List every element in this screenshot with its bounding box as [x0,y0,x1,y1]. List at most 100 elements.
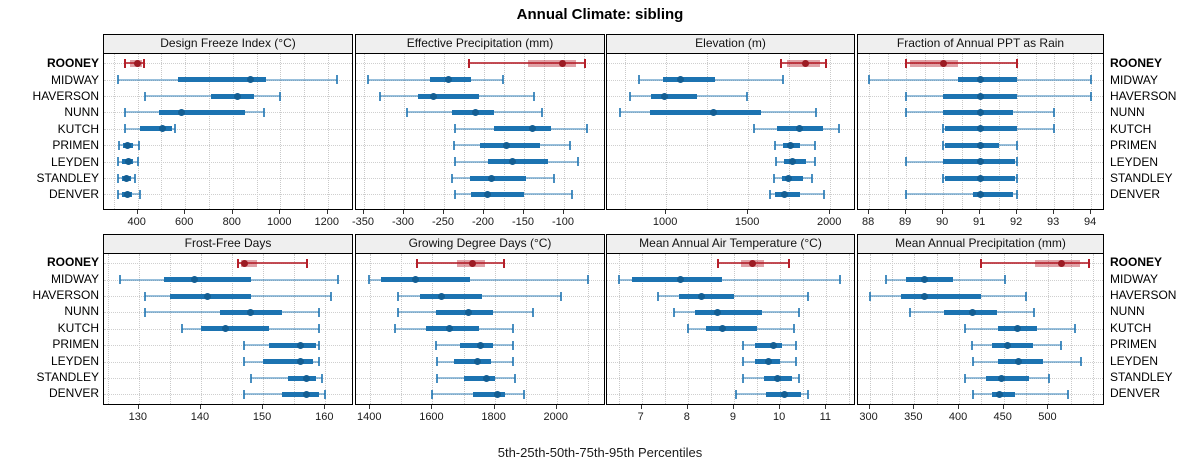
whisker-cap-5th [884,275,887,285]
whisker-cap-5th [617,275,620,285]
panel-strip: Design Freeze Index (°C) [103,34,353,54]
median-dot [718,325,726,333]
grid-line [666,54,668,209]
grid-line [607,394,854,396]
station-label: MIDWAY [1110,271,1158,286]
whisker-cap-95th [560,291,563,301]
whisker-cap-5th [908,307,911,317]
median-dot [508,158,516,166]
axis-tick [443,210,444,214]
whisker-cap-5th [905,91,908,101]
interquartile-band [480,142,540,148]
grid-line [304,54,305,209]
median-dot [976,174,984,182]
station-label: NUNN [1110,105,1145,120]
interquartile-band [706,326,758,332]
median-dot [487,174,495,182]
axis-tick [555,405,557,409]
median-dot [430,92,438,100]
station-label: ROONEY [46,255,99,270]
plot-area [103,54,353,210]
whisker-cap-95th [811,173,814,183]
axis-tick [279,210,281,214]
station-label: DENVER [1110,386,1161,401]
whisker-cap-5th [619,107,622,117]
axis-tick-label: 93 [1047,216,1060,228]
grid-line [104,145,352,147]
whisker-cap-95th [795,340,798,350]
station-label: MIDWAY [1110,72,1158,87]
x-axis: 300 350 400 450 500 [857,405,1104,427]
grid-line [104,378,352,379]
caption: 5th-25th-50th-75th-95th Percentiles [497,445,703,460]
whisker-cap-95th [541,107,544,117]
axis-tick [324,405,326,409]
whisker-cap-95th [1090,75,1093,85]
grid-line [607,178,854,179]
axis-tick-label: 94 [1084,216,1097,228]
median-dot [976,141,984,149]
whisker-cap-5th [972,357,975,367]
whisker-cap-5th [742,373,745,383]
median-dot [483,374,491,382]
interquartile-band [488,159,548,165]
panel-mean-annual-precipitation: Mean Annual Precipitation (mm) 300 350 400… [857,234,1104,427]
median-dot [438,292,446,300]
panel-title: Growing Degree Days (°C) [408,236,552,250]
whisker-cap-95th [586,124,589,134]
axis-tick [1016,210,1018,214]
axis-tick-label: 89 [898,216,912,228]
x-axis: 130 140 150 160 [103,405,353,427]
panel-title: Mean Annual Air Temperature (°C) [639,236,822,250]
median-dot [788,158,796,166]
whisker-cap-5th [181,324,184,334]
grid-line [444,54,445,209]
station-label: STANDLEY [36,370,99,384]
median-dot [469,259,477,267]
whisker-cap-5th [980,258,983,268]
median-dot [134,59,142,67]
whisker-cap-5th [406,107,409,117]
percentile-whisker [238,262,307,265]
whisker-cap-95th [1053,107,1056,117]
whisker-cap-95th [806,389,809,399]
interquartile-band [992,391,1016,397]
interquartile-band [469,175,526,181]
grid-line [356,96,604,97]
median-dot [787,141,795,149]
grid-line [607,79,854,81]
whisker-cap-5th [769,189,772,199]
whisker-cap-95th [822,189,825,199]
station-label: ROONEY [1110,56,1163,71]
grid-line [858,279,1103,281]
grid-line [1017,54,1019,209]
axis-tick [747,210,749,214]
grid-line [185,54,187,209]
whisker-cap-95th [553,173,556,183]
whisker-cap-5th [367,275,370,285]
whisker-cap-5th [868,291,871,301]
whisker-cap-95th [523,389,526,399]
axis-tick [942,210,944,214]
interquartile-band [417,93,480,99]
whisker-cap-95th [797,373,800,383]
whisker-cap-5th [243,389,246,399]
whisker-cap-5th [779,58,782,68]
axis-tick-label: 600 [175,216,194,228]
station-label: NUNN [1110,304,1145,319]
median-dot [234,92,241,100]
axis-tick-label: 92 [1010,216,1023,228]
panel-strip: Growing Degree Days (°C) [355,234,605,254]
whisker-cap-95th [1016,157,1019,167]
whisker-cap-5th [454,124,457,134]
panel-design-freeze-index: Design Freeze Index (°C) 400 600 800 1000 12… [103,34,353,232]
whisker-cap-95th [1016,58,1019,68]
whisker-cap-5th [397,307,400,317]
whisker-cap-5th [144,291,147,301]
axis-tick-label: -200 [471,216,495,228]
axis-tick-label: 91 [973,216,986,228]
station-label: HAVERSON [32,288,99,302]
median-dot [558,59,566,67]
whisker-cap-95th [318,307,321,317]
axis-tick-label: 1600 [419,411,444,423]
